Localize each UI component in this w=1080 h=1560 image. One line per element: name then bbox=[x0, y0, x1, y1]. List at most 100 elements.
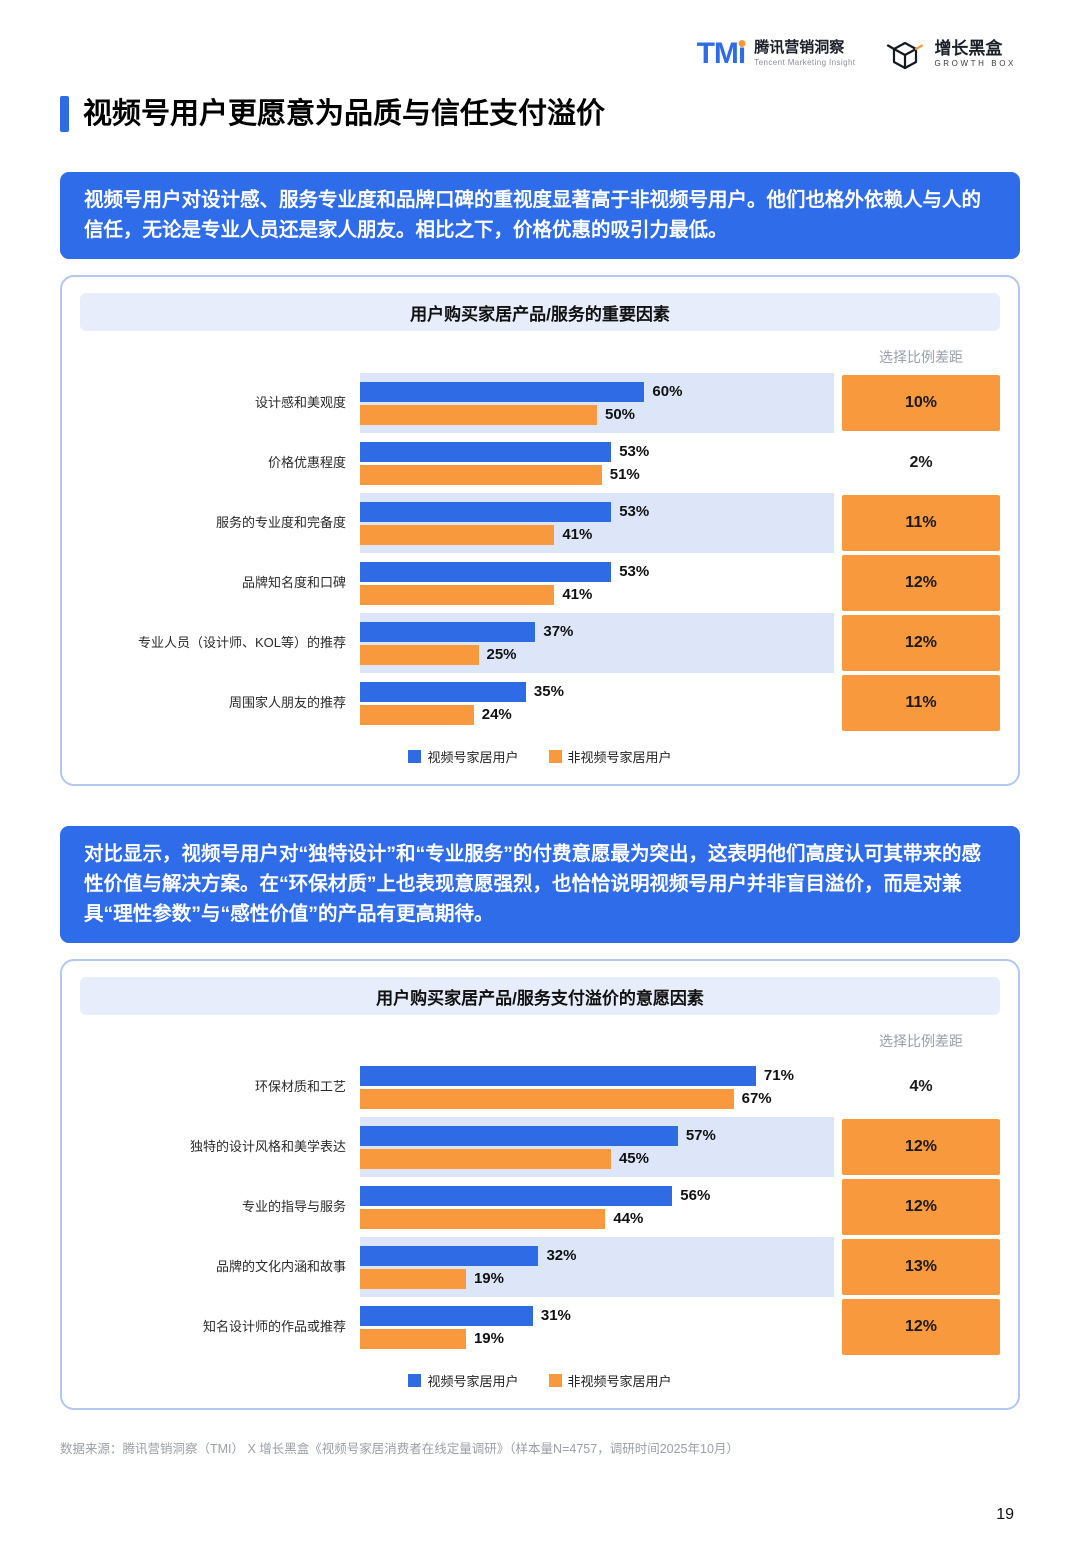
chart-rows: 设计感和美观度 60% 50% 10% 价格优惠程度 53% 51% 2% 服务的专业度和完备度… bbox=[80, 373, 1000, 733]
diff-value: 4% bbox=[909, 1078, 933, 1096]
bar-line: 71% bbox=[360, 1065, 834, 1086]
chart-row: 专业人员（设计师、KOL等）的推荐 37% 25% 12% bbox=[80, 613, 1000, 674]
bar-value-label: 67% bbox=[741, 1090, 772, 1108]
category-label: 品牌知名度和口碑 bbox=[241, 575, 346, 591]
diff-value: 11% bbox=[842, 495, 1000, 552]
chart-title: 用户购买家居产品/服务支付溢价的意愿因素 bbox=[80, 977, 1000, 1016]
bar-value-label: 60% bbox=[652, 383, 683, 401]
bar-secondary bbox=[360, 524, 555, 545]
legend-label: 非视频号家居用户 bbox=[567, 1374, 672, 1390]
bar-value-label: 37% bbox=[543, 623, 574, 641]
chart-row: 专业的指导与服务 56% 44% 12% bbox=[80, 1177, 1000, 1237]
category-label: 周围家人朋友的推荐 bbox=[228, 695, 346, 711]
diff-header-row: 选择比例差距 bbox=[80, 347, 1000, 367]
bar-primary bbox=[360, 1305, 533, 1326]
bar-group: 56% 44% bbox=[360, 1177, 834, 1237]
bar-secondary bbox=[360, 404, 597, 425]
bar-secondary bbox=[360, 1328, 466, 1349]
diff-column-header: 选择比例差距 bbox=[879, 1033, 963, 1050]
bar-group: 32% 19% bbox=[360, 1237, 834, 1298]
bar-secondary bbox=[360, 1148, 611, 1169]
bar-group: 53% 41% bbox=[360, 493, 834, 554]
bar-value-label: 32% bbox=[546, 1247, 577, 1265]
legend-item: 视频号家居用户 bbox=[408, 1371, 519, 1390]
bar-line: 35% bbox=[360, 681, 834, 702]
diff-value: 13% bbox=[842, 1239, 1000, 1296]
bar-value-label: 31% bbox=[540, 1307, 571, 1325]
bar-primary bbox=[360, 441, 612, 462]
chart-row: 品牌知名度和口碑 53% 41% 12% bbox=[80, 553, 1000, 613]
bar-value-label: 19% bbox=[473, 1270, 504, 1288]
bar-primary bbox=[360, 621, 536, 642]
page-number: 19 bbox=[996, 1506, 1014, 1523]
bar-primary bbox=[360, 681, 526, 702]
bar-line: 41% bbox=[360, 584, 834, 605]
bar-group: 53% 41% bbox=[360, 553, 834, 613]
bar-line: 44% bbox=[360, 1208, 834, 1229]
diff-value: 12% bbox=[842, 1119, 1000, 1176]
category-label: 服务的专业度和完备度 bbox=[215, 515, 346, 531]
bar-primary bbox=[360, 1245, 539, 1266]
bar-line: 19% bbox=[360, 1328, 834, 1349]
chart-row: 品牌的文化内涵和故事 32% 19% 13% bbox=[80, 1237, 1000, 1298]
growthbox-name: 增长黑盒 bbox=[934, 39, 1003, 59]
legend-label: 视频号家居用户 bbox=[427, 1374, 519, 1390]
bar-value-label: 35% bbox=[533, 683, 564, 701]
insight-box-1: 视频号用户对设计感、服务专业度和品牌口碑的重视度显著高于非视频号用户。他们也格外… bbox=[60, 172, 1020, 260]
bar-line: 41% bbox=[360, 524, 834, 545]
legend-swatch bbox=[548, 1374, 562, 1388]
bar-value-label: 56% bbox=[680, 1187, 711, 1205]
bar-value-label: 51% bbox=[609, 466, 640, 484]
bar-line: 50% bbox=[360, 404, 834, 425]
bar-primary bbox=[360, 1065, 756, 1086]
tmi-name: 腾讯营销洞察 bbox=[754, 39, 845, 57]
bar-value-label: 41% bbox=[562, 586, 593, 604]
chart-rows: 环保材质和工艺 71% 67% 4% 独特的设计风格和美学表达 57% 45% 12% 专业的指… bbox=[80, 1057, 1000, 1357]
bar-group: 53% 51% bbox=[360, 433, 834, 493]
bar-group: 71% 67% bbox=[360, 1057, 834, 1117]
diff-value: 12% bbox=[842, 1299, 1000, 1356]
bar-primary bbox=[360, 1125, 678, 1146]
legend-item: 非视频号家居用户 bbox=[548, 1371, 672, 1390]
chart-row: 周围家人朋友的推荐 35% 24% 11% bbox=[80, 673, 1000, 733]
legend-label: 视频号家居用户 bbox=[427, 750, 519, 766]
bar-line: 25% bbox=[360, 644, 834, 665]
bar-line: 53% bbox=[360, 501, 834, 522]
legend-swatch bbox=[408, 750, 422, 764]
diff-value: 12% bbox=[842, 615, 1000, 672]
legend-swatch bbox=[548, 750, 562, 764]
bar-value-label: 19% bbox=[473, 1330, 504, 1348]
tmi-logo-i: i bbox=[737, 37, 746, 70]
bar-value-label: 53% bbox=[619, 563, 650, 581]
chart-legend: 视频号家居用户 非视频号家居用户 bbox=[80, 747, 1000, 766]
tmi-logo-text: 腾讯营销洞察 Tencent Marketing Insight bbox=[754, 39, 855, 68]
growthbox-box-icon bbox=[887, 41, 924, 70]
bar-primary bbox=[360, 501, 612, 522]
chart-row: 知名设计师的作品或推荐 31% 19% 12% bbox=[80, 1297, 1000, 1357]
legend-label: 非视频号家居用户 bbox=[567, 750, 672, 766]
category-label: 品牌的文化内涵和故事 bbox=[215, 1259, 346, 1274]
bar-primary bbox=[360, 1185, 673, 1206]
chart-title: 用户购买家居产品/服务的重要因素 bbox=[80, 293, 1000, 332]
diff-value: 2% bbox=[909, 454, 933, 472]
bar-value-label: 44% bbox=[613, 1210, 644, 1228]
bar-value-label: 57% bbox=[685, 1127, 716, 1145]
chart-card-premium-willingness: 用户购买家居产品/服务支付溢价的意愿因素 选择比例差距 环保材质和工艺 71% 67… bbox=[60, 959, 1020, 1411]
bar-value-label: 71% bbox=[763, 1067, 794, 1085]
diff-value: 12% bbox=[842, 1179, 1000, 1236]
chart-legend: 视频号家居用户 非视频号家居用户 bbox=[80, 1371, 1000, 1390]
bar-line: 53% bbox=[360, 441, 834, 462]
category-label: 价格优惠程度 bbox=[267, 455, 346, 471]
bar-line: 57% bbox=[360, 1125, 834, 1146]
bar-line: 45% bbox=[360, 1148, 834, 1169]
bar-primary bbox=[360, 381, 645, 402]
bar-line: 53% bbox=[360, 561, 834, 582]
bar-line: 19% bbox=[360, 1268, 834, 1289]
page-title: 视频号用户更愿意为品质与信任支付溢价 bbox=[83, 97, 606, 130]
bar-line: 24% bbox=[360, 704, 834, 725]
bar-secondary bbox=[360, 704, 474, 725]
bar-line: 31% bbox=[360, 1305, 834, 1326]
bar-secondary bbox=[360, 584, 555, 605]
bar-line: 51% bbox=[360, 464, 834, 485]
